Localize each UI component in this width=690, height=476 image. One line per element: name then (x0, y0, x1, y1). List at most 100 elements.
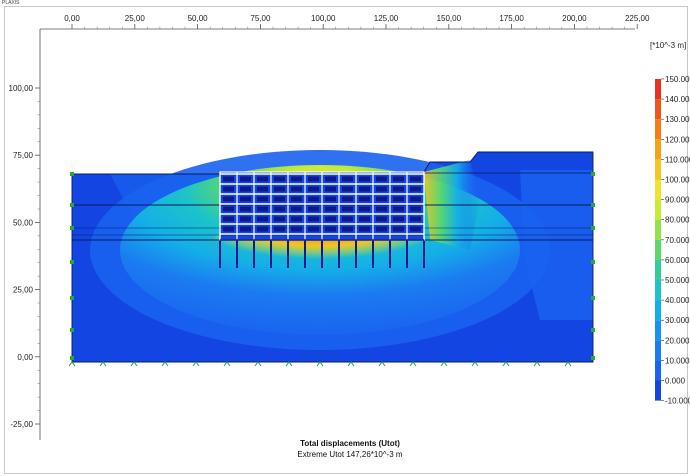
building-bay (325, 216, 336, 222)
right-dark-zone (520, 170, 593, 320)
fixity-marker (440, 361, 448, 367)
y-tick-label: 25,00 (13, 286, 34, 295)
building-bay (274, 186, 285, 192)
building-bay (291, 176, 302, 182)
building-bay (257, 186, 268, 192)
building-bay (291, 216, 302, 222)
building-bay (359, 216, 370, 222)
legend-swatch (655, 79, 661, 100)
legend-label: 150.000 (665, 75, 690, 84)
legend-label: 80.000 (665, 216, 690, 225)
building-bay (376, 216, 387, 222)
fixity-marker (502, 361, 510, 367)
building-bay (376, 186, 387, 192)
building-bay (393, 216, 404, 222)
building-bay (240, 176, 251, 182)
fixity-marker (285, 361, 293, 367)
legend-label: 120.000 (665, 135, 690, 144)
fixity-marker (130, 361, 138, 367)
building-bay (274, 226, 285, 232)
building-bay (410, 216, 421, 222)
legend-swatch (655, 159, 661, 180)
fixity-marker (591, 260, 595, 264)
legend-label: 60.000 (665, 256, 690, 265)
legend-label: 140.000 (665, 95, 690, 104)
building-bay (257, 176, 268, 182)
building-bay (410, 196, 421, 202)
fixity-marker (70, 356, 74, 360)
building-bay (393, 186, 404, 192)
building-bay (325, 186, 336, 192)
fixity-marker (378, 361, 386, 367)
legend-unit: [*10^-3 m] (650, 41, 687, 50)
legend-swatch (655, 380, 661, 401)
legend-swatch (655, 340, 661, 361)
building-bay (393, 226, 404, 232)
fixity-marker (471, 361, 479, 367)
x-tick-label: 225,00 (625, 14, 650, 23)
legend-swatch (655, 179, 661, 200)
building-bay (342, 206, 353, 212)
x-tick-label: 175,00 (499, 14, 524, 23)
building-bay (376, 206, 387, 212)
building-bay (376, 176, 387, 182)
legend-swatch (655, 219, 661, 240)
fixity-marker (591, 203, 595, 207)
legend-label: 130.000 (665, 115, 690, 124)
building-bay (240, 196, 251, 202)
plot-title: Total displacements (Utot) (300, 439, 400, 448)
building-bay (223, 206, 234, 212)
x-tick-label: 50,00 (188, 14, 209, 23)
x-tick-label: 150,00 (437, 14, 462, 23)
fixity-marker (254, 361, 262, 367)
fixity-marker (564, 361, 572, 367)
legend-swatch (655, 239, 661, 260)
building-bay (274, 216, 285, 222)
legend-swatch (655, 139, 661, 160)
y-tick-label: 50,00 (13, 218, 34, 227)
y-tick-label: 100,00 (9, 84, 34, 93)
fixity-marker (70, 328, 74, 332)
legend-label: 30.000 (665, 316, 690, 325)
building-bay (376, 196, 387, 202)
fixity-marker (591, 296, 595, 300)
building-bay (308, 226, 319, 232)
building-bay (376, 226, 387, 232)
building-bay (359, 186, 370, 192)
x-tick-label: 0,00 (64, 14, 80, 23)
y-ruler: 100,00 75,00 50,00 25,00 0,00 -25,00 (9, 29, 41, 440)
model-domain[interactable] (68, 150, 595, 367)
building-bay (342, 216, 353, 222)
building-structure[interactable] (219, 171, 425, 268)
building-bay (223, 226, 234, 232)
fixity-marker (99, 361, 107, 367)
building-bay (342, 186, 353, 192)
legend-swatch (655, 119, 661, 140)
legend-label: 100.000 (665, 176, 690, 185)
building-bay (308, 216, 319, 222)
legend-swatch (655, 360, 661, 381)
legend-label: 20.000 (665, 336, 690, 345)
legend-label: 70.000 (665, 236, 690, 245)
window-title: PLAXIS (2, 0, 20, 6)
fixity-marker (68, 361, 76, 367)
fixity-marker (533, 361, 541, 367)
legend-swatch (655, 99, 661, 120)
building-bay (393, 196, 404, 202)
building-bay (342, 196, 353, 202)
fixity-marker (70, 172, 74, 176)
building-bay (240, 186, 251, 192)
fixity-marker (223, 361, 231, 367)
legend-label: 10.000 (665, 356, 690, 365)
fixity-marker (591, 328, 595, 332)
building-bay (359, 226, 370, 232)
building-bay (325, 206, 336, 212)
building-bay (291, 196, 302, 202)
building-bay (223, 186, 234, 192)
legend-swatch (655, 300, 661, 321)
building-bay (240, 226, 251, 232)
fixity-marker (161, 361, 169, 367)
y-tick-label: 75,00 (13, 151, 34, 160)
fixity-marker (591, 226, 595, 230)
